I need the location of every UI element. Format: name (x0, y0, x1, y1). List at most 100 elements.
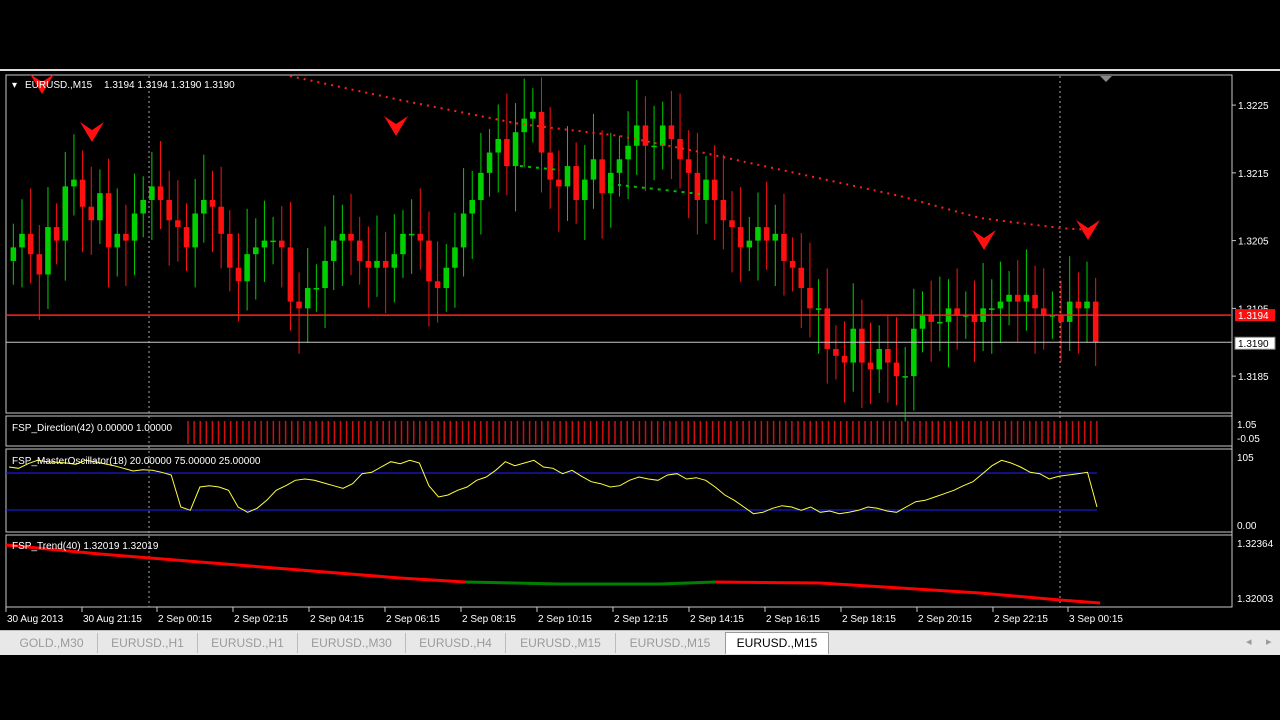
candle-body (149, 186, 155, 200)
trend-segment (979, 591, 1061, 602)
time-label: 2 Sep 00:15 (158, 614, 212, 625)
candle-body (53, 227, 60, 241)
candle-body (10, 247, 17, 261)
candle-body (218, 206, 224, 234)
candle-body (330, 240, 337, 261)
candle-body (815, 308, 822, 310)
candle-body (582, 179, 588, 200)
tab-eurusd-h1-2[interactable]: EURUSD.,H1 (198, 633, 298, 653)
candle-body (131, 213, 138, 241)
candle-body (850, 328, 856, 363)
time-label: 2 Sep 06:15 (386, 614, 440, 625)
ask-price-label: 1.3190 (1238, 339, 1269, 350)
tab-scroll-right-icon[interactable]: ▸ (1266, 636, 1272, 648)
direction-scale-top: 1.05 (1237, 420, 1257, 431)
candle-body (599, 159, 605, 194)
time-label: 2 Sep 10:15 (538, 614, 592, 625)
time-label: 30 Aug 2013 (7, 614, 64, 625)
dotted-green-line (519, 165, 561, 171)
candle-body (408, 233, 415, 236)
tab-scroll-left-icon[interactable]: ◂ (1246, 636, 1252, 648)
candle-body (227, 233, 233, 268)
chart-title-arrow[interactable]: ▾ (12, 80, 17, 91)
candle-body (175, 220, 181, 228)
candle-body (322, 260, 328, 289)
candle-body (1032, 294, 1038, 309)
sell-arrow-icon (80, 122, 104, 142)
candle-body (885, 349, 891, 363)
shift-marker-icon[interactable] (1100, 76, 1112, 82)
direction-scale-bottom: -0.05 (1237, 434, 1260, 445)
price-tick-label: 1.3225 (1238, 101, 1269, 112)
tab-eurusd-m30-3[interactable]: EURUSD.,M30 (298, 633, 406, 653)
candle-body (694, 172, 701, 200)
tab-eurusd-h1-1[interactable]: EURUSD.,H1 (98, 633, 198, 653)
trend-segment (99, 552, 201, 564)
candle-body (253, 247, 259, 255)
chart-window[interactable]: ▾ EURUSD.,M15 1.3194 1.3194 1.3190 1.319… (0, 0, 1280, 630)
candle-body (608, 172, 614, 194)
candle-body (426, 240, 432, 282)
candle-body (919, 315, 926, 329)
candle-body (45, 227, 51, 275)
candle-body (1075, 301, 1082, 309)
tab-eurusd-m15-6[interactable]: EURUSD.,M15 (629, 636, 711, 650)
candle-body (486, 152, 493, 173)
candle-body (729, 220, 735, 228)
candle-body (789, 260, 796, 268)
candle-body (824, 308, 831, 350)
bid-price-label: 1.3194 (1238, 311, 1269, 322)
candle-body (1058, 315, 1064, 322)
candle-body (157, 186, 164, 200)
tab-eurusd-m15-7[interactable]: EURUSD.,M15 (725, 632, 829, 654)
candle-body (469, 199, 476, 214)
trend-label: FSP_Trend(40) 1.32019 1.32019 (12, 541, 159, 552)
candle-body (937, 321, 943, 324)
trend-segment (299, 568, 401, 580)
candle-body (244, 254, 250, 282)
price-tick-label: 1.3205 (1238, 237, 1269, 248)
candle-body (1066, 301, 1073, 322)
candle-body (807, 288, 813, 309)
candle-body (833, 349, 839, 356)
candle-body (391, 254, 398, 268)
trend-segment (819, 581, 901, 590)
candle-body (400, 233, 406, 255)
candle-body (911, 328, 917, 377)
tab-gold-m30-0[interactable]: GOLD.,M30 (6, 633, 98, 653)
candle-body (452, 247, 458, 268)
trend-scale-top: 1.32364 (1237, 539, 1274, 550)
candle-body (417, 233, 424, 241)
candle-body (62, 186, 69, 241)
tab-eurusd-m15-5[interactable]: EURUSD.,M15 (506, 633, 616, 653)
chart-title: EURUSD.,M15 (25, 80, 93, 91)
candle-body (313, 288, 320, 290)
sell-arrow-icon (30, 74, 54, 94)
candle-body (296, 301, 302, 309)
candle-body (235, 267, 242, 282)
candle-body (564, 166, 571, 187)
candle-body (677, 138, 683, 160)
candle-body (642, 125, 649, 146)
candle-body (1014, 294, 1021, 302)
time-label: 3 Sep 00:15 (1069, 614, 1123, 625)
candle-body (763, 227, 770, 241)
candle-body (1040, 308, 1047, 316)
candle-body (88, 206, 95, 221)
time-label: 30 Aug 21:15 (83, 614, 142, 625)
tab-eurusd-h4-4[interactable]: EURUSD.,H4 (406, 633, 506, 653)
candle-body (988, 308, 995, 310)
candle-body (192, 213, 198, 248)
candlestick-series (10, 77, 1099, 422)
candle-body (504, 138, 510, 167)
time-label: 2 Sep 08:15 (462, 614, 516, 625)
candle-body (859, 328, 865, 363)
candle-body (633, 125, 640, 146)
candle-body (737, 227, 744, 248)
trend-segment (899, 586, 981, 595)
trend-segment (464, 580, 561, 586)
candle-body (876, 349, 882, 370)
candle-body (79, 179, 86, 207)
candle-body (201, 199, 207, 214)
candle-body (781, 233, 787, 261)
